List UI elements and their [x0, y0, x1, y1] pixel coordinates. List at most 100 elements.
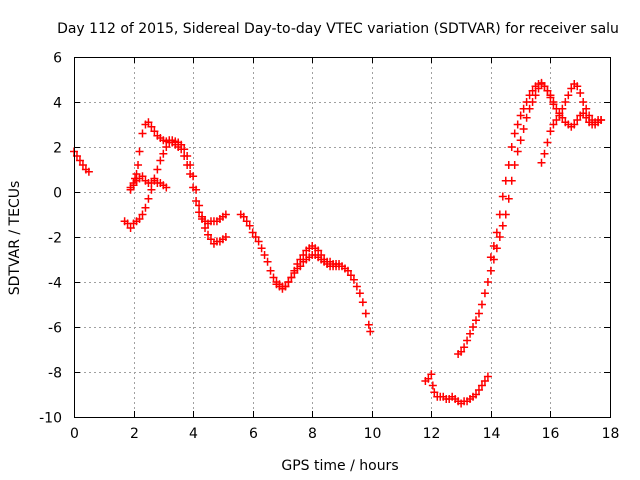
- data-point: [221, 210, 230, 219]
- data-point: [314, 246, 323, 255]
- data-point: [204, 230, 212, 239]
- data-point: [460, 343, 469, 352]
- data-point: [546, 91, 555, 100]
- data-point: [507, 143, 516, 151]
- data-point: [480, 289, 489, 298]
- data-point: [522, 98, 531, 106]
- data-point: [358, 298, 367, 307]
- data-point: [588, 116, 597, 124]
- data-point: [528, 86, 537, 95]
- data-points: [70, 78, 606, 408]
- data-point: [284, 278, 293, 286]
- data-point: [144, 118, 153, 127]
- data-point: [480, 377, 489, 385]
- data-point: [251, 233, 260, 241]
- data-point: [159, 149, 168, 158]
- data-point: [343, 266, 352, 275]
- data-point: [192, 197, 201, 205]
- x-tick-label: 0: [70, 426, 79, 442]
- data-point: [466, 329, 475, 338]
- data-point: [147, 122, 156, 131]
- data-point: [585, 111, 594, 120]
- data-point: [138, 210, 147, 219]
- data-point: [355, 289, 364, 298]
- data-point: [427, 370, 436, 379]
- data-point: [428, 381, 437, 390]
- data-point: [558, 104, 567, 113]
- x-tick-label: 12: [423, 426, 441, 442]
- data-point: [132, 170, 141, 178]
- x-tick-label: 2: [130, 426, 139, 442]
- data-point: [287, 273, 296, 282]
- data-point: [486, 253, 495, 262]
- y-tick-label: 4: [53, 96, 62, 112]
- data-point: [457, 347, 466, 356]
- x-tick-label: 8: [308, 426, 317, 442]
- x-axis-title: GPS time / hours: [281, 458, 398, 474]
- data-point: [206, 235, 215, 244]
- x-tick-label: 6: [249, 426, 258, 442]
- data-point: [269, 273, 278, 282]
- series-seg4: [126, 172, 171, 194]
- data-point: [221, 233, 230, 241]
- data-point: [281, 282, 290, 291]
- data-point: [126, 224, 135, 232]
- data-point: [153, 165, 162, 174]
- data-point: [138, 129, 147, 138]
- data-point: [195, 208, 204, 217]
- plot-frame: [74, 57, 611, 418]
- data-point: [135, 147, 144, 156]
- y-tick-label: -8: [48, 366, 62, 382]
- data-point: [366, 327, 375, 336]
- series-seg3: [126, 118, 230, 228]
- data-point: [570, 120, 579, 129]
- data-point: [549, 98, 558, 106]
- data-point: [361, 309, 370, 318]
- data-point: [463, 336, 472, 345]
- data-point: [352, 282, 361, 291]
- data-point: [543, 138, 552, 147]
- data-point: [266, 266, 275, 275]
- data-point: [349, 275, 358, 284]
- data-point: [296, 262, 305, 271]
- data-point: [561, 98, 570, 106]
- y-tick-label: -10: [39, 411, 62, 427]
- data-point: [495, 233, 504, 241]
- data-point: [483, 372, 492, 381]
- x-tick-label: 16: [542, 426, 560, 442]
- data-point: [489, 242, 498, 250]
- data-point: [156, 156, 165, 165]
- data-point: [162, 183, 171, 192]
- data-point: [540, 82, 549, 91]
- data-point: [198, 212, 207, 221]
- data-point: [144, 194, 153, 203]
- data-point: [495, 210, 504, 219]
- y-tick-label: 0: [53, 186, 62, 202]
- data-point: [522, 113, 531, 122]
- data-point: [513, 147, 522, 156]
- data-point: [582, 104, 591, 113]
- data-point: [510, 129, 519, 138]
- data-point: [579, 98, 588, 106]
- data-point: [516, 136, 525, 145]
- data-point: [195, 201, 204, 210]
- data-point: [543, 86, 552, 95]
- data-point: [552, 116, 561, 124]
- data-point: [519, 104, 528, 113]
- data-point: [141, 203, 150, 212]
- data-point: [579, 109, 588, 118]
- data-point: [567, 84, 576, 93]
- data-point: [135, 215, 144, 223]
- data-point: [364, 320, 373, 329]
- data-point: [129, 181, 138, 190]
- data-point: [335, 262, 344, 271]
- y-axis-title: SDTVAR / TECUs: [7, 181, 23, 296]
- data-point: [498, 192, 507, 201]
- data-point: [260, 251, 269, 259]
- data-point: [469, 323, 478, 331]
- data-point: [177, 145, 186, 154]
- data-point: [498, 221, 507, 230]
- data-point: [576, 89, 585, 97]
- data-point: [248, 228, 257, 237]
- data-point: [537, 158, 546, 167]
